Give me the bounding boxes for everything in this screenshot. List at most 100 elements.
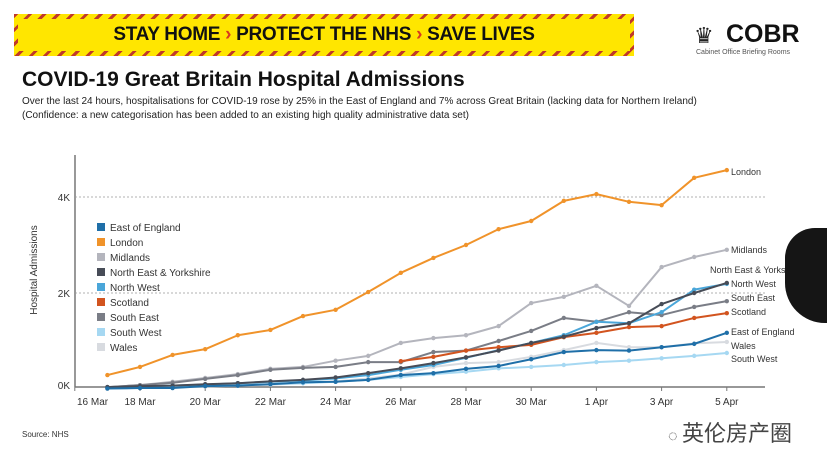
data-point: [594, 340, 599, 346]
end-label: South West: [731, 354, 778, 364]
end-label: Midlands: [731, 245, 768, 255]
data-point: [561, 362, 566, 368]
series-line-east-of-england: [107, 331, 728, 390]
data-point: [529, 364, 534, 370]
data-point: [561, 198, 566, 204]
data-point: [594, 319, 599, 324]
data-point: [137, 364, 143, 370]
legend-label: Wales: [110, 343, 137, 354]
data-point: [594, 325, 599, 331]
legend-swatch: [97, 298, 105, 306]
data-point: [659, 345, 664, 350]
end-label: North East & Yorkshire: [710, 265, 801, 275]
data-point: [268, 327, 273, 333]
x-tick-label: 5 Apr: [715, 397, 739, 408]
data-point: [659, 202, 664, 208]
data-point: [724, 350, 729, 356]
series-line-london: [107, 169, 728, 377]
data-point: [300, 380, 306, 385]
data-point: [431, 349, 436, 355]
end-label: East of England: [731, 327, 795, 337]
data-point: [561, 294, 566, 300]
data-point: [724, 280, 729, 286]
data-point: [431, 360, 436, 366]
data-point: [203, 346, 208, 352]
data-point: [105, 386, 110, 391]
data-point: [268, 382, 273, 387]
data-point: [496, 348, 501, 353]
data-point: [496, 359, 501, 365]
data-point: [398, 372, 403, 378]
data-point: [366, 377, 371, 383]
x-tick-label: 28 Mar: [450, 397, 482, 408]
data-point: [626, 321, 632, 326]
data-point: [692, 315, 697, 321]
data-point: [659, 264, 664, 270]
data-point: [398, 358, 403, 364]
chevron-right-icon: ›: [225, 24, 232, 45]
data-point: [659, 301, 664, 307]
data-point: [692, 353, 697, 359]
data-point: [692, 254, 697, 260]
data-point: [268, 367, 273, 372]
royal-crest-icon: ♛: [694, 23, 714, 48]
x-tick-label: 24 Mar: [320, 397, 352, 408]
x-tick-label: 26 Mar: [385, 397, 417, 408]
data-point: [724, 298, 729, 304]
end-label: Wales: [731, 341, 756, 351]
x-tick-label: 22 Mar: [255, 397, 287, 408]
legend-swatch: [97, 268, 105, 276]
legend-label: Scotland: [110, 298, 149, 309]
data-point: [300, 365, 306, 371]
end-label: London: [731, 167, 761, 177]
data-point: [724, 247, 729, 252]
legend-swatch: [97, 253, 105, 261]
slogan-protect-nhs: PROTECT THE NHS: [236, 24, 412, 45]
logo-name: COBR: [726, 20, 800, 48]
data-point: [235, 333, 240, 338]
legend-label: North West: [110, 283, 160, 294]
data-point: [561, 315, 566, 321]
series-line-north-east-yorkshire: [107, 281, 728, 389]
data-point: [170, 352, 175, 358]
legend-label: East of England: [110, 223, 181, 234]
slogan-banner: STAY HOME › PROTECT THE NHS › SAVE LIVES: [14, 14, 634, 56]
data-point: [529, 328, 534, 334]
data-point: [366, 359, 371, 365]
x-tick-label: 18 Mar: [124, 397, 156, 408]
data-point: [496, 323, 501, 329]
watermark: ◌ 英伦房产圈: [668, 416, 792, 448]
data-point: [724, 339, 729, 345]
cobr-logo: ♛ COBR Cabinet Office Briefing Rooms: [690, 20, 820, 60]
data-point: [496, 345, 501, 350]
data-point: [626, 348, 632, 353]
data-point: [431, 255, 436, 261]
logo-subtitle: Cabinet Office Briefing Rooms: [696, 49, 791, 56]
data-point: [431, 354, 436, 360]
data-point: [203, 376, 208, 382]
data-point: [496, 226, 501, 232]
data-point: [366, 370, 371, 376]
data-point: [724, 310, 729, 316]
x-tick-label: 3 Apr: [650, 397, 674, 408]
end-label: North West: [731, 279, 776, 289]
data-point: [561, 334, 566, 339]
legend-swatch: [97, 223, 105, 231]
legend-swatch: [97, 283, 105, 291]
data-point: [626, 345, 632, 350]
data-point: [529, 357, 534, 362]
legend-swatch: [97, 328, 105, 336]
chart-title: COVID-19 Great Britain Hospital Admissio…: [22, 68, 465, 91]
data-point: [529, 218, 534, 224]
series-line-south-east: [107, 300, 727, 389]
data-point: [594, 191, 599, 197]
legend-label: South East: [110, 313, 159, 324]
data-point: [496, 338, 501, 344]
data-point: [692, 287, 697, 292]
x-tick-label: 1 Apr: [585, 397, 609, 408]
legend-label: London: [110, 238, 143, 249]
data-point: [659, 356, 664, 361]
data-point: [431, 370, 436, 376]
data-point: [626, 358, 632, 363]
x-tick-label: 20 Mar: [190, 397, 222, 408]
